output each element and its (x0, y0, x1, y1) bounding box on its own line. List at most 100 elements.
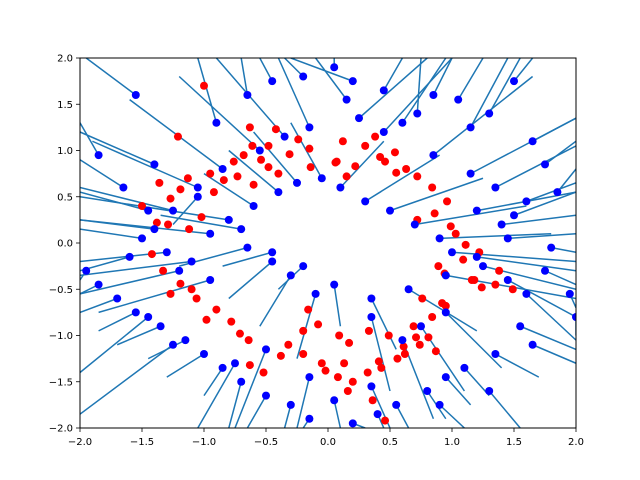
connector-line (277, 58, 311, 128)
connector-line (476, 256, 576, 272)
blue-point (454, 95, 463, 104)
red-point (412, 333, 421, 342)
blue-point (193, 183, 202, 192)
red-point (338, 137, 347, 146)
red-point (166, 194, 175, 203)
blue-point (472, 252, 481, 261)
red-point (209, 188, 218, 197)
blue-point (528, 340, 537, 349)
blue-point (330, 396, 339, 405)
y-tick-label: −1.0 (49, 331, 73, 342)
connector-line (98, 311, 137, 332)
x-axis: −2.0 −1.5 −1.0 −0.5 0.0 0.5 1.0 1.5 2.0 (68, 428, 584, 448)
red-point (393, 354, 402, 363)
connector-line (445, 311, 503, 369)
connector-line (551, 246, 576, 253)
x-tick-label: 1.0 (444, 437, 460, 448)
red-point (245, 123, 254, 132)
blue-point (144, 206, 153, 215)
connector-line (228, 260, 273, 300)
connector-line (253, 131, 298, 184)
connector-line (501, 214, 576, 226)
blue-point (547, 243, 556, 252)
blue-point (125, 252, 134, 261)
blue-point (466, 169, 475, 178)
connector-line (495, 353, 540, 378)
blue-point (441, 271, 450, 280)
connector-line (519, 325, 576, 351)
red-point (138, 202, 146, 210)
blue-point (299, 262, 308, 271)
blue-point (510, 211, 518, 220)
blue-point (193, 192, 202, 201)
y-tick-label: 0.5 (57, 192, 73, 203)
blue-point-series (82, 63, 576, 428)
y-tick-label: 0.0 (57, 239, 73, 250)
blue-point (510, 77, 518, 86)
y-tick-label: −1.5 (49, 377, 73, 388)
connector-line (526, 182, 576, 203)
connector-line (92, 140, 199, 189)
connector-line (507, 279, 576, 318)
blue-point (150, 160, 159, 169)
blue-point (367, 313, 376, 321)
blue-point (206, 229, 215, 238)
blue-point (200, 350, 208, 358)
red-point (342, 172, 351, 181)
connector-line (513, 58, 534, 82)
blue-point (413, 109, 422, 118)
blue-point (367, 294, 376, 303)
blue-point (553, 188, 562, 197)
blue-point (572, 313, 576, 321)
red-point (259, 368, 268, 377)
connector-line (172, 196, 199, 225)
red-point (304, 305, 313, 314)
blue-point (386, 206, 394, 215)
blue-point (528, 137, 537, 146)
x-tick-label: −2.0 (68, 437, 92, 448)
connector-line (432, 58, 453, 96)
blue-point (262, 391, 270, 400)
red-point (384, 331, 393, 340)
red-point (335, 331, 344, 340)
connector-line (80, 260, 192, 277)
red-point (285, 150, 294, 159)
red-point (361, 141, 370, 150)
red-point (192, 294, 201, 303)
connector-line (544, 140, 576, 165)
blue-point (348, 419, 357, 428)
red-point (212, 305, 221, 314)
blue-point (187, 257, 196, 266)
red-point (467, 276, 476, 284)
red-point (233, 172, 242, 181)
red-point (264, 141, 273, 150)
red-point (239, 151, 248, 160)
red-point (428, 313, 437, 321)
connector-line (439, 233, 552, 240)
blue-point (491, 350, 500, 358)
red-point (197, 213, 206, 222)
blue-point (330, 63, 339, 72)
red-point (371, 132, 380, 141)
connector-line (401, 58, 447, 124)
red-point (438, 299, 447, 308)
blue-point (417, 322, 425, 331)
blue-point (503, 234, 512, 243)
blue-point (82, 266, 91, 275)
red-point (418, 294, 427, 303)
red-point (306, 163, 315, 172)
blue-point (237, 225, 246, 234)
x-tick-label: 0.0 (320, 437, 336, 448)
red-point (415, 340, 424, 349)
connector-line (383, 58, 453, 133)
blue-point (435, 234, 444, 243)
connector-line (544, 270, 576, 286)
red-point (294, 135, 303, 144)
y-axis: −2.0 −1.5 −1.0 −0.5 0.0 0.5 1.0 1.5 2.0 (49, 54, 80, 435)
red-point (451, 229, 460, 238)
red-point (229, 157, 238, 166)
red-point (399, 342, 408, 351)
blue-point (348, 77, 357, 86)
